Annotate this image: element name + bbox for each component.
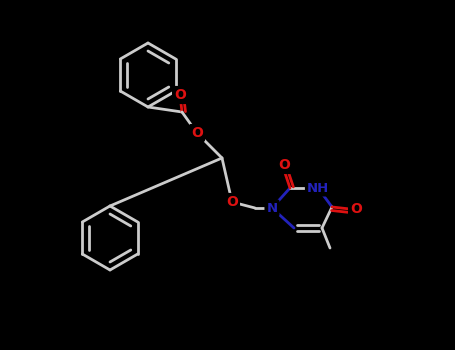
- Text: NH: NH: [307, 182, 329, 195]
- Text: O: O: [174, 88, 186, 102]
- Text: O: O: [191, 126, 203, 140]
- Text: O: O: [350, 202, 362, 216]
- Text: O: O: [226, 195, 238, 209]
- Text: O: O: [278, 158, 290, 172]
- Text: N: N: [267, 202, 278, 215]
